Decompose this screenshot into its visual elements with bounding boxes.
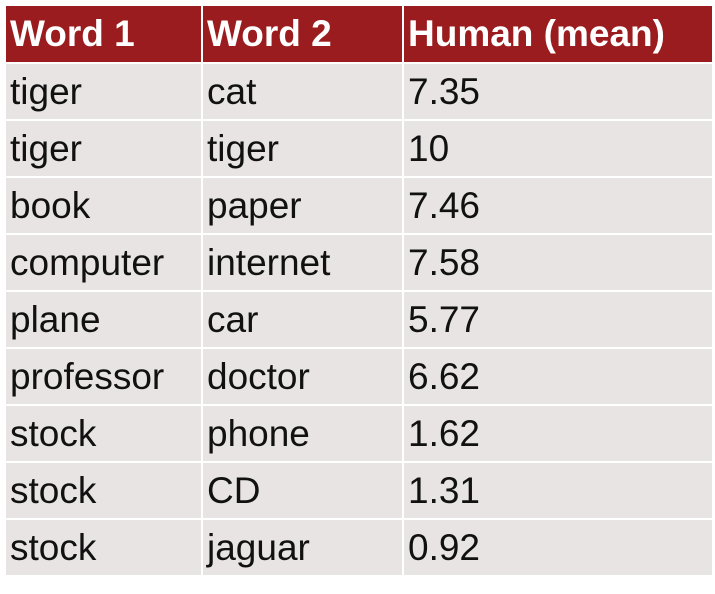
word-1-cell: stock [4, 518, 203, 577]
header-row: Word 1 Word 2 Human (mean) [4, 4, 714, 64]
column-header-human-mean: Human (mean) [402, 4, 714, 64]
column-header-word-2: Word 2 [201, 4, 404, 64]
word-1-cell: stock [4, 461, 203, 520]
human-mean-cell: 1.31 [402, 461, 714, 520]
table-row: stock jaguar 0.92 [4, 518, 714, 577]
table-row: tiger cat 7.35 [4, 62, 714, 121]
word-2-cell: doctor [201, 347, 404, 406]
human-mean-cell: 7.46 [402, 176, 714, 235]
word-1-cell: book [4, 176, 203, 235]
word-1-cell: stock [4, 404, 203, 463]
table-body: tiger cat 7.35 tiger tiger 10 book paper… [4, 62, 714, 577]
word-2-cell: cat [201, 62, 404, 121]
word-similarity-table: Word 1 Word 2 Human (mean) tiger cat 7.3… [4, 4, 714, 577]
column-header-word-1: Word 1 [4, 4, 203, 64]
table-header: Word 1 Word 2 Human (mean) [4, 4, 714, 64]
similarity-table-container: Word 1 Word 2 Human (mean) tiger cat 7.3… [4, 4, 714, 591]
word-2-cell: car [201, 290, 404, 349]
word-1-cell: tiger [4, 62, 203, 121]
word-2-cell: paper [201, 176, 404, 235]
table-row: stock CD 1.31 [4, 461, 714, 520]
human-mean-cell: 6.62 [402, 347, 714, 406]
table-row: computer internet 7.58 [4, 233, 714, 292]
word-2-cell: jaguar [201, 518, 404, 577]
table-row: tiger tiger 10 [4, 119, 714, 178]
human-mean-cell: 0.92 [402, 518, 714, 577]
word-1-cell: tiger [4, 119, 203, 178]
word-2-cell: internet [201, 233, 404, 292]
word-2-cell: phone [201, 404, 404, 463]
word-1-cell: professor [4, 347, 203, 406]
word-2-cell: tiger [201, 119, 404, 178]
word-1-cell: computer [4, 233, 203, 292]
table-row: book paper 7.46 [4, 176, 714, 235]
word-2-cell: CD [201, 461, 404, 520]
human-mean-cell: 7.35 [402, 62, 714, 121]
human-mean-cell: 7.58 [402, 233, 714, 292]
table-row: stock phone 1.62 [4, 404, 714, 463]
human-mean-cell: 1.62 [402, 404, 714, 463]
word-1-cell: plane [4, 290, 203, 349]
human-mean-cell: 10 [402, 119, 714, 178]
table-row: professor doctor 6.62 [4, 347, 714, 406]
table-row: plane car 5.77 [4, 290, 714, 349]
human-mean-cell: 5.77 [402, 290, 714, 349]
